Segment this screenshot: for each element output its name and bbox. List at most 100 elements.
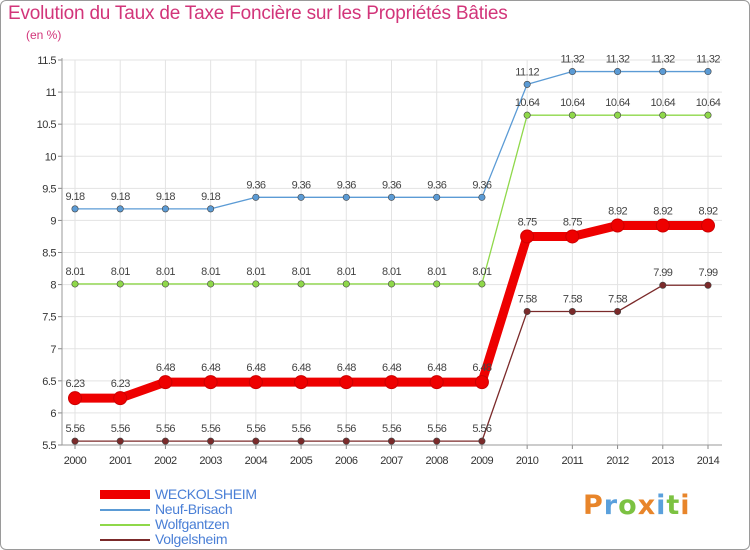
data-point-wolfgantzen: [342, 280, 350, 288]
data-label-wolfgantzen: 10.64: [560, 97, 585, 109]
data-label-weckolsheim: 6.48: [201, 362, 220, 374]
logo-letter: i: [656, 490, 667, 521]
data-label-weckolsheim: 6.48: [472, 362, 491, 374]
x-tick-label: 2006: [335, 455, 358, 467]
y-tick-label: 8.5: [42, 248, 56, 260]
data-label-volgelsheim: 7.58: [608, 294, 627, 306]
x-tick-label: 2009: [471, 455, 494, 467]
data-point-volgelsheim: [478, 437, 486, 445]
data-point-wolfgantzen: [161, 280, 169, 288]
data-point-volgelsheim: [568, 308, 576, 316]
y-tick-label: 7: [50, 344, 56, 356]
y-tick-label: 7.5: [42, 312, 56, 324]
data-label-weckolsheim: 6.23: [111, 378, 130, 390]
x-tick-label: 2005: [290, 455, 313, 467]
x-tick-label: 2013: [652, 455, 675, 467]
data-label-neuf-brisach: 9.18: [201, 191, 220, 203]
data-label-wolfgantzen: 10.64: [651, 97, 676, 109]
data-point-neuf-brisach: [207, 205, 215, 213]
data-point-volgelsheim: [71, 437, 79, 445]
data-label-weckolsheim: 8.92: [698, 206, 717, 218]
data-label-volgelsheim: 5.56: [65, 423, 84, 435]
data-label-neuf-brisach: 9.18: [156, 191, 175, 203]
data-label-weckolsheim: 6.48: [382, 362, 401, 374]
data-point-weckolsheim: [474, 375, 489, 390]
data-point-neuf-brisach: [387, 193, 395, 201]
legend-label: Volgelsheim: [155, 531, 228, 547]
data-point-neuf-brisach: [614, 68, 622, 76]
data-label-weckolsheim: 8.92: [608, 206, 627, 218]
y-tick-label: 9: [50, 215, 56, 227]
data-label-volgelsheim: 5.56: [472, 423, 491, 435]
data-point-volgelsheim: [207, 437, 215, 445]
data-point-volgelsheim: [523, 308, 531, 316]
x-tick-label: 2008: [425, 455, 448, 467]
data-label-weckolsheim: 8.75: [518, 216, 537, 228]
data-label-volgelsheim: 5.56: [246, 423, 265, 435]
legend-swatch: [100, 539, 150, 541]
data-point-wolfgantzen: [387, 280, 395, 288]
data-point-neuf-brisach: [523, 80, 531, 88]
x-tick-label: 2001: [109, 455, 132, 467]
data-point-weckolsheim: [248, 375, 263, 390]
logo-letter: i: [680, 490, 691, 521]
data-point-wolfgantzen: [614, 111, 622, 119]
data-point-neuf-brisach: [659, 68, 667, 76]
logo-letter: r: [603, 490, 619, 521]
x-tick-label: 2004: [245, 455, 268, 467]
data-label-volgelsheim: 7.58: [518, 294, 537, 306]
data-point-weckolsheim: [565, 229, 580, 244]
data-label-wolfgantzen: 10.64: [605, 97, 630, 109]
data-point-neuf-brisach: [297, 193, 305, 201]
data-point-wolfgantzen: [297, 280, 305, 288]
data-label-volgelsheim: 5.56: [382, 423, 401, 435]
data-point-weckolsheim: [429, 375, 444, 390]
data-point-neuf-brisach: [116, 205, 124, 213]
logo-letter: t: [666, 490, 681, 521]
data-point-wolfgantzen: [433, 280, 441, 288]
data-point-weckolsheim: [203, 375, 218, 390]
data-label-wolfgantzen: 8.01: [472, 266, 491, 278]
logo-letter: x: [637, 490, 657, 521]
chart-title: Evolution du Taux de Taxe Foncière sur l…: [8, 3, 508, 24]
data-label-wolfgantzen: 10.64: [696, 97, 721, 109]
logo-letter: o: [618, 490, 638, 521]
data-point-wolfgantzen: [116, 280, 124, 288]
data-point-volgelsheim: [342, 437, 350, 445]
y-tick-label: 8: [50, 280, 56, 292]
y-tick-label: 9.5: [42, 183, 56, 195]
data-label-volgelsheim: 5.56: [337, 423, 356, 435]
legend-swatch: [100, 509, 150, 511]
data-label-neuf-brisach: 9.18: [65, 191, 84, 203]
data-point-volgelsheim: [297, 437, 305, 445]
data-label-volgelsheim: 7.99: [698, 267, 717, 279]
data-label-weckolsheim: 6.48: [156, 362, 175, 374]
data-label-neuf-brisach: 11.32: [696, 54, 720, 66]
data-point-neuf-brisach: [704, 68, 712, 76]
data-point-weckolsheim: [610, 218, 625, 233]
data-label-wolfgantzen: 10.64: [515, 97, 540, 109]
y-tick-label: 6: [50, 408, 56, 420]
data-point-wolfgantzen: [704, 111, 712, 119]
proxiti-logo: Proxiti: [583, 490, 691, 521]
data-label-wolfgantzen: 8.01: [111, 266, 130, 278]
legend-swatch: [100, 524, 150, 526]
data-point-wolfgantzen: [71, 280, 79, 288]
data-label-neuf-brisach: 11.32: [560, 54, 584, 66]
data-point-wolfgantzen: [207, 280, 215, 288]
data-point-volgelsheim: [614, 308, 622, 316]
logo-letter: P: [583, 490, 604, 521]
data-point-wolfgantzen: [523, 111, 531, 119]
x-tick-label: 2007: [380, 455, 403, 467]
data-point-neuf-brisach: [71, 205, 79, 213]
y-tick-label: 5.5: [42, 440, 56, 452]
data-label-weckolsheim: 8.75: [563, 216, 582, 228]
data-label-wolfgantzen: 8.01: [65, 266, 84, 278]
data-label-volgelsheim: 7.58: [563, 294, 582, 306]
data-point-neuf-brisach: [433, 193, 441, 201]
data-label-neuf-brisach: 11.32: [606, 54, 630, 66]
data-point-neuf-brisach: [161, 205, 169, 213]
data-point-neuf-brisach: [568, 68, 576, 76]
data-label-weckolsheim: 8.92: [653, 206, 672, 218]
